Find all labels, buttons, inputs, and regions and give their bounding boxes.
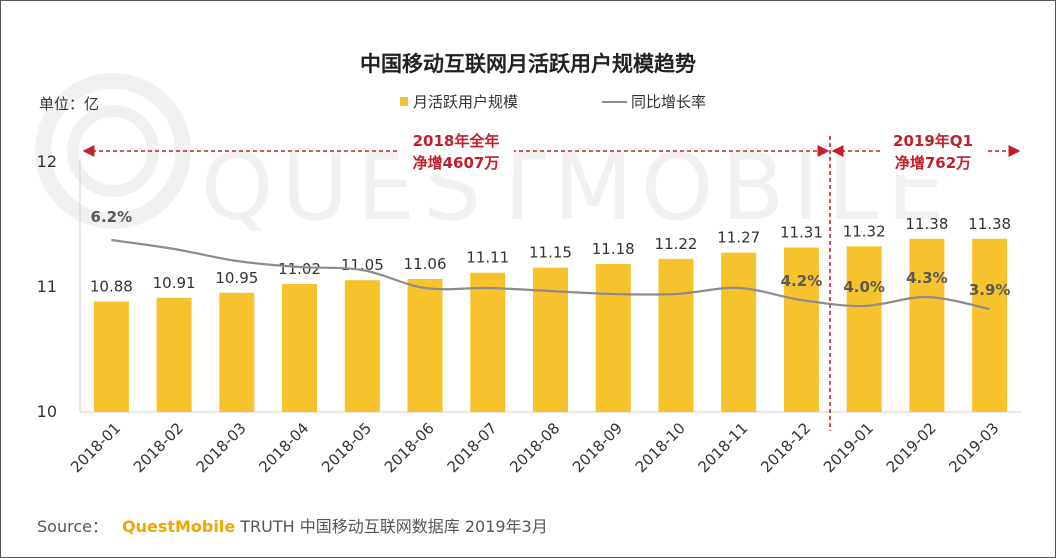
growth-line bbox=[111, 238, 990, 311]
bar-value-labels: 10.88 10.91 10.95 11.02 11.05 11.06 11.11 11.15… bbox=[90, 215, 1011, 296]
bar-value-label: 11.05 bbox=[341, 256, 384, 274]
bar-2018-04 bbox=[282, 283, 318, 412]
legend-bar-swatch bbox=[400, 97, 408, 106]
growth-line-series bbox=[111, 238, 990, 311]
annotation-2019-line1: 2019年Q1 bbox=[893, 132, 973, 150]
bar-value-label: 11.11 bbox=[466, 249, 509, 267]
bar-value-label: 11.02 bbox=[278, 260, 321, 278]
x-tick-label: 2018-11 bbox=[694, 419, 751, 476]
annotation-2019-line2: 净增762万 bbox=[895, 154, 971, 172]
x-tick-label: 2018-08 bbox=[506, 419, 563, 476]
x-tick-label: 2018-10 bbox=[632, 419, 689, 476]
bar-value-label: 11.15 bbox=[529, 244, 572, 262]
bar-2018-10 bbox=[658, 258, 694, 412]
bar-2018-02 bbox=[156, 297, 192, 412]
bar-value-label: 11.32 bbox=[843, 222, 886, 240]
y-tick-label: 11 bbox=[37, 277, 57, 296]
x-tick-label: 2018-07 bbox=[444, 419, 501, 476]
bar-value-label: 11.22 bbox=[654, 235, 697, 253]
unit-label: 单位：亿 bbox=[39, 95, 99, 113]
source-prefix: Source： bbox=[37, 517, 108, 536]
bar-series bbox=[93, 238, 1008, 412]
annotation-2018-line1: 2018年全年 bbox=[413, 132, 500, 150]
growth-line-label: 6.2% bbox=[91, 208, 133, 226]
bar-value-label: 11.31 bbox=[780, 224, 823, 242]
x-tick-label: 2018-03 bbox=[193, 419, 250, 476]
x-tick-label: 2018-06 bbox=[381, 419, 438, 476]
bar-2018-06 bbox=[407, 278, 443, 412]
x-tick-label: 2019-02 bbox=[883, 419, 940, 476]
bar-value-label: 11.06 bbox=[404, 255, 447, 273]
x-tick-label: 2019-01 bbox=[820, 419, 877, 476]
y-tick-label: 12 bbox=[37, 152, 57, 171]
legend: 月活跃用户规模 同比增长率 bbox=[400, 93, 706, 111]
chart-title: 中国移动互联网月活跃用户规模趋势 bbox=[360, 52, 696, 76]
bar-2018-12 bbox=[783, 247, 819, 412]
growth-line-label: 3.9% bbox=[969, 281, 1011, 299]
bar-2018-11 bbox=[721, 252, 757, 412]
watermark-text: QUESTMOBILE bbox=[201, 134, 953, 241]
growth-line-label: 4.2% bbox=[781, 272, 823, 290]
growth-line-label: 4.3% bbox=[906, 269, 948, 287]
x-tick-label: 2018-12 bbox=[757, 419, 814, 476]
source-note: Source： QuestMobile TRUTH 中国移动互联网数据库 2019… bbox=[37, 513, 548, 537]
bar-2018-07 bbox=[470, 272, 506, 412]
bar-2018-03 bbox=[219, 292, 255, 412]
bar-2018-01 bbox=[93, 301, 129, 412]
bar-2018-09 bbox=[595, 263, 631, 412]
x-tick-label: 2018-05 bbox=[318, 419, 375, 476]
bar-2019-03 bbox=[972, 238, 1008, 412]
x-tick-label: 2018-04 bbox=[255, 419, 312, 476]
annotation-2018-line2: 净增4607万 bbox=[413, 154, 500, 172]
x-tick-label: 2018-02 bbox=[130, 419, 187, 476]
bar-value-label: 11.38 bbox=[905, 215, 948, 233]
bar-value-label: 10.95 bbox=[215, 269, 258, 287]
growth-line-label: 4.0% bbox=[843, 278, 885, 296]
bar-value-label: 10.88 bbox=[90, 278, 133, 296]
x-tick-label: 2019-03 bbox=[945, 419, 1002, 476]
y-tick-label: 10 bbox=[37, 402, 57, 421]
bar-2019-01 bbox=[846, 246, 882, 412]
x-tick-label: 2018-01 bbox=[67, 419, 124, 476]
x-tick-label: 2018-09 bbox=[569, 419, 626, 476]
legend-line-label: 同比增长率 bbox=[631, 93, 706, 111]
bar-value-label: 11.18 bbox=[592, 240, 635, 258]
bar-value-label: 10.91 bbox=[153, 274, 196, 292]
bar-2018-05 bbox=[344, 280, 380, 412]
source-brand: QuestMobile bbox=[121, 517, 236, 536]
growth-line-labels: 6.2% 4.2% 4.0% 4.3% 3.9% bbox=[91, 208, 1011, 299]
legend-bar-label: 月活跃用户规模 bbox=[413, 93, 518, 111]
bar-value-label: 11.38 bbox=[968, 215, 1011, 233]
source-rest: TRUTH 中国移动互联网数据库 2019年3月 bbox=[235, 517, 548, 536]
bar-2019-02 bbox=[909, 238, 945, 412]
bar-value-label: 11.27 bbox=[717, 229, 760, 247]
x-tick-labels: 2018-01 2018-02 2018-03 2018-04 2018-05 2018-… bbox=[67, 419, 1002, 476]
